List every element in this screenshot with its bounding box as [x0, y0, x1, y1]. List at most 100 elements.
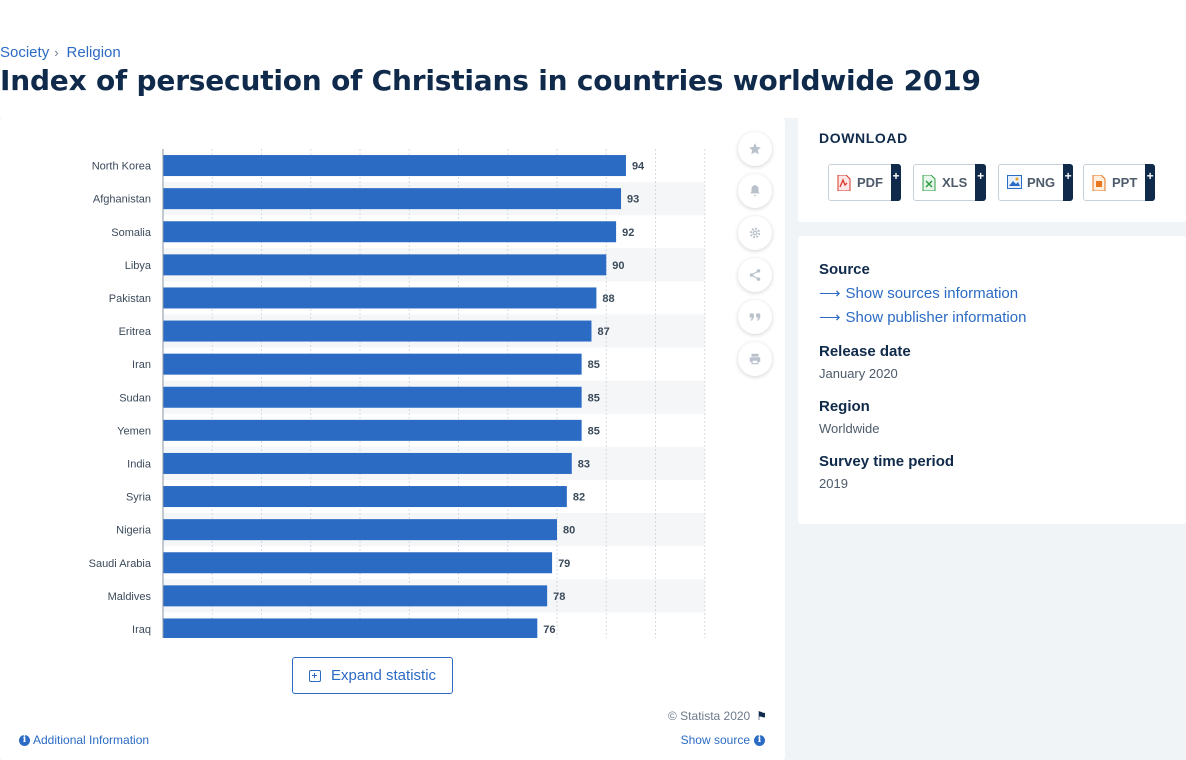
data-label: 94: [632, 161, 645, 173]
arrow-right-icon: ⟶: [819, 309, 841, 326]
bar: [163, 419, 582, 441]
copyright: © Statista 2020 ⚑: [668, 709, 767, 723]
expand-icon: [308, 669, 321, 682]
bar: [163, 287, 597, 309]
xls-file-icon: [922, 174, 936, 191]
chart-toolbar: [738, 132, 772, 384]
quote-icon[interactable]: [738, 300, 772, 334]
breadcrumb-separator: ›: [54, 45, 59, 60]
download-xls-button[interactable]: XLS +: [913, 164, 986, 201]
chart-card: North Korea 94 Afghanistan 93 Somalia 92 Libya…: [0, 118, 785, 760]
download-card: DOWNLOAD PDF + XLS + PNG + PPT +: [798, 117, 1186, 222]
data-label: 79: [558, 558, 570, 570]
ppt-file-icon: [1092, 174, 1106, 191]
additional-information-label: Additional Information: [33, 733, 150, 747]
download-pdf-label: PDF: [857, 175, 883, 190]
download-png-label: PNG: [1027, 175, 1056, 190]
category-label: Somalia: [111, 227, 152, 239]
pdf-file-icon: [837, 174, 851, 191]
star-icon[interactable]: [738, 132, 772, 166]
category-label: Saudi Arabia: [89, 558, 152, 570]
download-xls-plus[interactable]: +: [975, 164, 986, 201]
category-label: Afghanistan: [93, 194, 151, 206]
region-value: Worldwide: [819, 421, 880, 436]
bar: [163, 188, 622, 210]
bar: [163, 552, 553, 574]
show-sources-label: Show sources information: [845, 284, 1019, 302]
show-source-label: Show source: [680, 733, 750, 747]
chart-fade-overlay: [0, 718, 740, 758]
bar: [163, 353, 582, 375]
category-label: Maldives: [108, 591, 152, 603]
copyright-text: © Statista 2020: [668, 709, 751, 723]
bar: [163, 486, 567, 508]
page-title: Index of persecution of Christians in co…: [0, 64, 981, 97]
download-pdf-button[interactable]: PDF +: [828, 164, 901, 201]
category-label: Pakistan: [109, 293, 151, 305]
bar: [163, 155, 626, 177]
arrow-right-icon: ⟶: [819, 285, 841, 302]
survey-period-label: Survey time period: [819, 453, 955, 470]
info-icon: i: [19, 734, 30, 746]
data-label: 92: [622, 227, 634, 239]
download-xls-label: XLS: [942, 175, 968, 190]
download-ppt-button[interactable]: PPT +: [1083, 164, 1155, 201]
data-label: 90: [612, 260, 624, 272]
download-png-button[interactable]: PNG +: [998, 164, 1073, 201]
print-icon[interactable]: [738, 342, 772, 376]
category-label: Iran: [132, 359, 151, 371]
bar: [163, 618, 538, 638]
gear-icon[interactable]: [738, 216, 772, 250]
download-pdf-plus[interactable]: +: [891, 164, 901, 201]
category-label: Syria: [126, 492, 152, 504]
data-label: 82: [573, 492, 585, 504]
expand-statistic-button[interactable]: Expand statistic: [292, 657, 453, 694]
bar: [163, 519, 557, 541]
top-bar: [0, 0, 1186, 30]
data-label: 88: [602, 293, 614, 305]
data-label: 76: [543, 624, 555, 636]
survey-period-value: 2019: [819, 476, 848, 491]
bar: [163, 585, 548, 607]
data-label: 85: [588, 392, 600, 404]
release-date-value: January 2020: [819, 366, 898, 381]
data-label: 85: [588, 359, 600, 371]
source-label: Source: [819, 261, 870, 278]
breadcrumb: Society › Religion: [0, 44, 121, 61]
bell-icon[interactable]: [738, 174, 772, 208]
category-label: Yemen: [117, 425, 151, 437]
data-label: 87: [597, 326, 609, 338]
download-ppt-label: PPT: [1112, 175, 1138, 190]
show-source-link[interactable]: Show source i: [681, 733, 765, 747]
breadcrumb-item-society[interactable]: Society: [0, 44, 50, 61]
bar: [163, 386, 582, 408]
data-label: 83: [578, 458, 590, 470]
download-png-plus[interactable]: +: [1063, 164, 1073, 201]
category-label: Nigeria: [116, 525, 152, 537]
additional-information-link[interactable]: i Additional Information: [19, 733, 149, 747]
download-ppt-plus[interactable]: +: [1145, 164, 1155, 201]
show-sources-link[interactable]: ⟶ Show sources information: [819, 284, 1019, 303]
category-label: Eritrea: [119, 326, 152, 338]
show-publisher-label: Show publisher information: [845, 308, 1027, 326]
category-label: Sudan: [119, 392, 151, 404]
data-label: 93: [627, 194, 639, 206]
category-label: Libya: [125, 260, 152, 272]
png-file-icon: [1007, 174, 1022, 191]
header-band: [0, 30, 1186, 118]
share-icon[interactable]: [738, 258, 772, 292]
show-publisher-link[interactable]: ⟶ Show publisher information: [819, 308, 1027, 327]
bar: [163, 452, 572, 474]
info-icon: i: [754, 734, 765, 746]
region-label: Region: [819, 398, 870, 415]
data-label: 80: [563, 525, 575, 537]
statistic-info-card: Source ⟶ Show sources information ⟶ Show…: [798, 236, 1186, 524]
category-label: Iraq: [132, 624, 151, 636]
release-date-label: Release date: [819, 343, 911, 360]
breadcrumb-item-religion[interactable]: Religion: [66, 44, 121, 61]
data-label: 78: [553, 591, 565, 603]
category-label: India: [127, 458, 152, 470]
flag-icon[interactable]: ⚑: [756, 709, 767, 723]
bar-chart: North Korea 94 Afghanistan 93 Somalia 92 Libya…: [89, 149, 706, 638]
data-label: 85: [588, 425, 600, 437]
